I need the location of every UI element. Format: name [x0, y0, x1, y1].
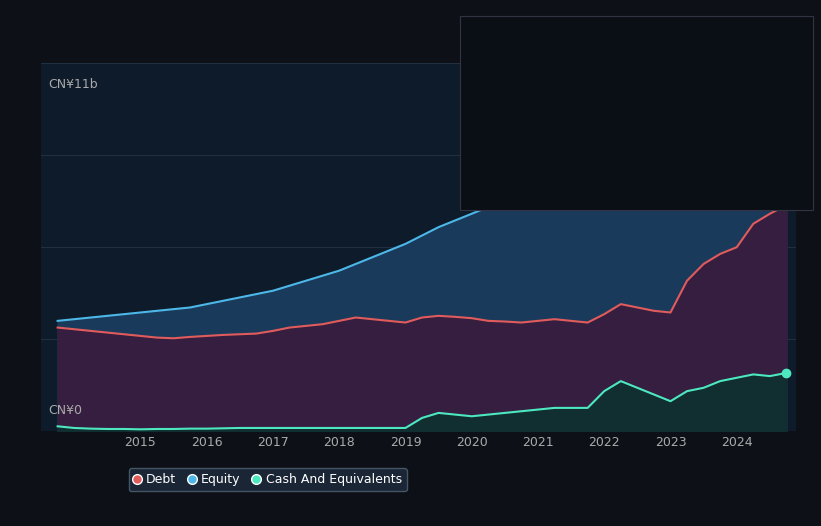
Text: Cash And Equivalents: Cash And Equivalents — [468, 126, 597, 139]
Text: Equity: Equity — [468, 63, 506, 76]
Legend: Debt, Equity, Cash And Equivalents: Debt, Equity, Cash And Equivalents — [129, 468, 406, 491]
Text: CN¥11b: CN¥11b — [48, 78, 99, 91]
Text: 61.8% Debt/Equity Ratio: 61.8% Debt/Equity Ratio — [667, 95, 805, 105]
Text: 61.8%: 61.8% — [532, 95, 571, 105]
Text: CN¥1.744b: CN¥1.744b — [739, 126, 805, 139]
Text: CN¥10.934b: CN¥10.934b — [732, 63, 805, 76]
Text: Sep 30 2024: Sep 30 2024 — [468, 21, 561, 34]
Text: Debt: Debt — [468, 37, 497, 50]
Text: CN¥6.754b: CN¥6.754b — [739, 37, 805, 50]
Text: CN¥0: CN¥0 — [48, 403, 83, 417]
